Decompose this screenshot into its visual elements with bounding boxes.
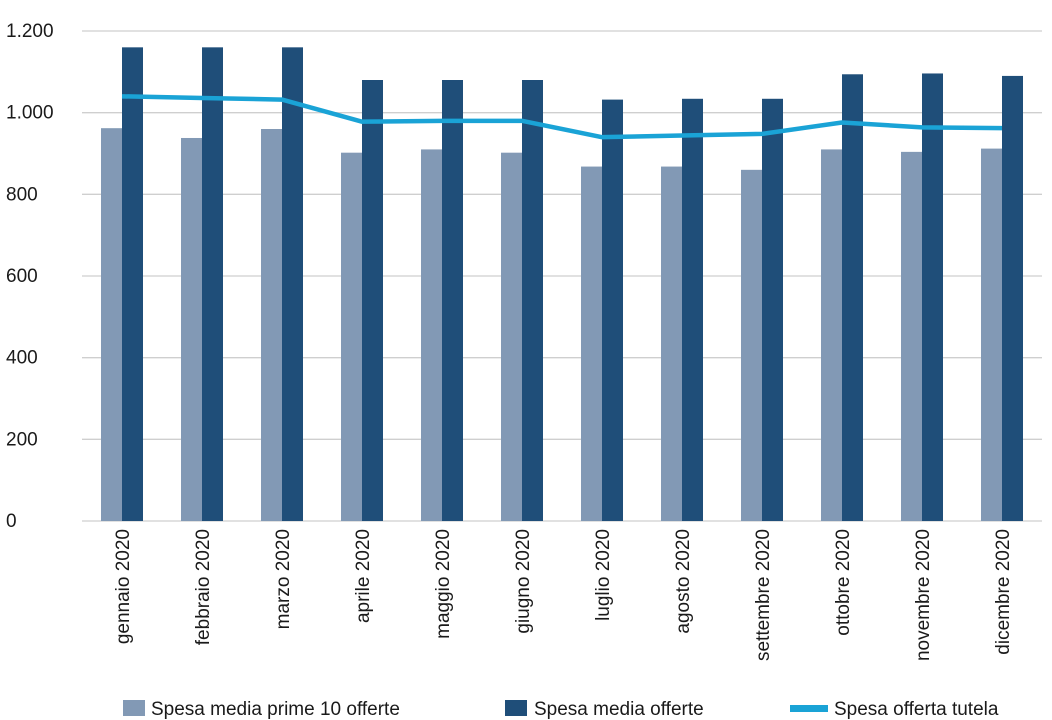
bar-media — [282, 47, 303, 521]
bar-media — [122, 47, 143, 521]
bar-prime10 — [261, 129, 282, 521]
y-tick-label: 200 — [6, 429, 38, 450]
bar-media — [362, 80, 383, 521]
x-tick-label: agosto 2020 — [673, 529, 694, 634]
x-tick-label: luglio 2020 — [593, 529, 614, 621]
x-tick-label: gennaio 2020 — [113, 529, 134, 644]
bar-media — [922, 73, 943, 521]
bar-prime10 — [581, 166, 602, 522]
y-tick-label: 400 — [6, 348, 38, 369]
y-tick-label: 800 — [6, 184, 38, 205]
bar-prime10 — [341, 152, 362, 521]
legend-label-prime10: Spesa media prime 10 offerte — [151, 699, 400, 720]
x-tick-label: maggio 2020 — [433, 529, 454, 639]
bar-prime10 — [821, 149, 842, 521]
line-series-tutela — [121, 94, 1003, 140]
bar-prime10 — [501, 152, 522, 521]
legend: Spesa media prime 10 offerte Spesa media… — [123, 699, 999, 720]
bars — [101, 47, 1023, 522]
bar-media — [682, 98, 703, 522]
legend-swatch-media — [505, 700, 527, 716]
bar-prime10 — [421, 149, 442, 521]
y-tick-label: 1.200 — [6, 21, 54, 42]
bar-prime10 — [741, 169, 762, 522]
legend-label-tutela: Spesa offerta tutela — [834, 699, 999, 720]
bar-media — [842, 74, 863, 522]
legend-swatch-prime10 — [123, 700, 145, 716]
x-tick-label: ottobre 2020 — [833, 529, 854, 636]
bar-media — [602, 99, 623, 521]
x-tick-label: novembre 2020 — [913, 529, 934, 661]
bar-media — [1002, 75, 1023, 522]
x-tick-label: giugno 2020 — [513, 529, 534, 634]
x-tick-label: marzo 2020 — [273, 529, 294, 629]
legend-label-media: Spesa media offerte — [534, 699, 704, 720]
bar-media — [202, 47, 223, 521]
bar-media — [442, 80, 463, 521]
x-tick-label: febbraio 2020 — [193, 529, 214, 645]
bar-prime10 — [901, 151, 922, 521]
bar-prime10 — [661, 166, 682, 522]
bar-prime10 — [981, 148, 1002, 521]
x-axis-ticks: gennaio 2020 febbraio 2020 marzo 2020 april… — [113, 529, 1014, 661]
bar-media — [522, 80, 543, 521]
x-tick-label: settembre 2020 — [753, 529, 774, 661]
x-tick-label: dicembre 2020 — [993, 529, 1014, 655]
y-tick-label: 600 — [6, 266, 38, 287]
gridlines — [82, 30, 1042, 522]
x-tick-label: aprile 2020 — [353, 529, 374, 623]
tutela-line — [121, 94, 1003, 140]
legend-swatch-tutela — [790, 705, 828, 712]
y-tick-label: 0 — [6, 511, 17, 532]
bar-prime10 — [101, 128, 122, 521]
bar-prime10 — [181, 137, 202, 521]
y-axis-ticks: 0 200 400 600 800 1.000 1.200 — [6, 21, 54, 532]
bar-media — [762, 98, 783, 522]
y-tick-label: 1.000 — [6, 103, 54, 124]
